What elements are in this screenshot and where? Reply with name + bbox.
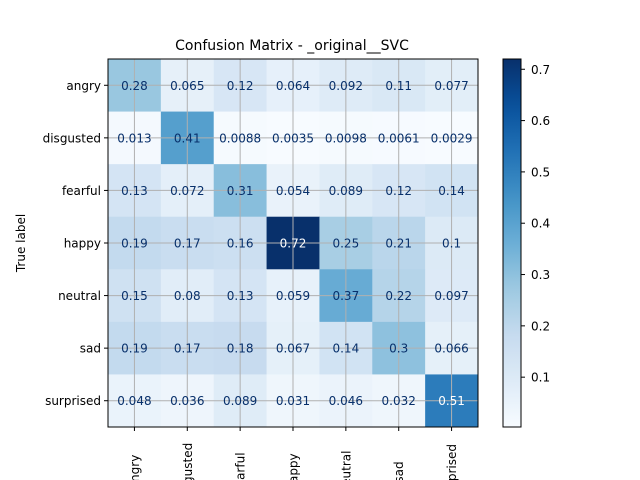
cell-value-4-1: 0.08	[174, 289, 201, 303]
cell-value-3-4: 0.25	[332, 237, 359, 251]
cell-value-4-5: 0.22	[385, 289, 412, 303]
cell-value-5-0: 0.19	[121, 342, 148, 356]
cell-value-6-1: 0.036	[170, 394, 204, 408]
cell-value-0-5: 0.11	[385, 79, 412, 93]
cell-value-1-4: 0.0098	[325, 131, 367, 145]
cell-value-4-0: 0.15	[121, 289, 148, 303]
cell-value-2-6: 0.14	[438, 184, 465, 198]
cell-value-6-3: 0.031	[276, 394, 310, 408]
colorbar-ticks: 0.1 0.2 0.3 0.4 0.5 0.6 0.7	[521, 63, 550, 385]
cell-value-5-1: 0.17	[174, 342, 201, 356]
cell-value-4-3: 0.059	[276, 289, 310, 303]
chart-title: Confusion Matrix - _original__SVC	[175, 38, 409, 54]
cell-value-4-6: 0.097	[434, 289, 468, 303]
x-tick-label-3: happy	[287, 453, 301, 480]
cell-value-4-4: 0.37	[332, 289, 359, 303]
cell-value-0-0: 0.28	[121, 79, 148, 93]
cell-value-2-4: 0.089	[329, 184, 363, 198]
cell-value-1-2: 0.0088	[219, 131, 261, 145]
y-tick-label-5: sad	[80, 342, 101, 356]
cell-value-5-2: 0.18	[227, 342, 254, 356]
y-tick-label-4: neutral	[58, 289, 101, 303]
y-tick-label-2: fearful	[62, 184, 101, 198]
cell-value-5-3: 0.067	[276, 342, 310, 356]
grid-lines	[108, 59, 478, 427]
cell-value-3-6: 0.1	[442, 237, 461, 251]
cell-value-0-3: 0.064	[276, 79, 310, 93]
y-tick-label-0: angry	[66, 79, 101, 93]
colorbar-tick-label-5: 0.6	[531, 114, 550, 128]
cell-value-0-6: 0.077	[434, 79, 468, 93]
y-tick-label-1: disgusted	[43, 131, 101, 145]
cell-value-5-6: 0.066	[434, 342, 468, 356]
x-tick-label-5: sad	[392, 461, 406, 480]
cell-value-2-5: 0.12	[385, 184, 412, 198]
cell-value-6-6: 0.51	[438, 394, 465, 408]
cell-value-0-2: 0.12	[227, 79, 254, 93]
x-tick-label-1: disgusted	[181, 443, 195, 480]
y-tick-label-3: happy	[64, 237, 101, 251]
cell-value-2-1: 0.072	[170, 184, 204, 198]
y-tick-label-6: surprised	[45, 394, 101, 408]
cell-value-1-0: 0.013	[117, 131, 151, 145]
colorbar-tick-label-3: 0.4	[531, 217, 550, 231]
y-axis-label: True label	[14, 214, 28, 273]
x-tick-label-4: neutral	[339, 451, 353, 480]
cell-value-2-0: 0.13	[121, 184, 148, 198]
y-axis-ticks: angry disgusted fearful happy neutral sad surp…	[43, 79, 108, 408]
colorbar-tick-label-0: 0.1	[531, 371, 550, 385]
cell-value-6-4: 0.046	[329, 394, 363, 408]
cell-value-1-1: 0.41	[174, 131, 201, 145]
colorbar-tick-label-1: 0.2	[531, 319, 550, 333]
x-axis-ticks: angry disgusted fearful happy neutral sad surp…	[128, 427, 459, 480]
cell-value-3-3: 0.72	[280, 237, 307, 251]
cell-value-6-5: 0.032	[382, 394, 416, 408]
x-tick-label-0: angry	[128, 455, 142, 480]
cell-value-5-4: 0.14	[332, 342, 359, 356]
cell-value-2-3: 0.054	[276, 184, 310, 198]
cell-value-3-5: 0.21	[385, 237, 412, 251]
colorbar-tick-label-2: 0.3	[531, 268, 550, 282]
cell-value-0-1: 0.065	[170, 79, 204, 93]
cell-value-6-2: 0.089	[223, 394, 257, 408]
colorbar-tick-label-6: 0.7	[531, 63, 550, 77]
cell-value-6-0: 0.048	[117, 394, 151, 408]
x-tick-label-6: surprised	[445, 444, 459, 480]
cell-value-4-2: 0.13	[227, 289, 254, 303]
colorbar	[502, 58, 522, 428]
cell-value-3-2: 0.16	[227, 237, 254, 251]
cell-value-5-5: 0.3	[389, 342, 408, 356]
cell-value-1-6: 0.0029	[431, 131, 473, 145]
cell-value-3-0: 0.19	[121, 237, 148, 251]
cell-value-1-3: 0.0035	[272, 131, 314, 145]
x-tick-label-2: fearful	[234, 452, 248, 480]
cell-value-labels: 0.28 0.065 0.12 0.064 0.092 0.11 0.077 0.013 0.4…	[117, 79, 472, 408]
cell-value-0-4: 0.092	[329, 79, 363, 93]
cell-value-3-1: 0.17	[174, 237, 201, 251]
cell-value-2-2: 0.31	[227, 184, 254, 198]
colorbar-tick-label-4: 0.5	[531, 165, 550, 179]
cell-value-1-5: 0.0061	[378, 131, 420, 145]
